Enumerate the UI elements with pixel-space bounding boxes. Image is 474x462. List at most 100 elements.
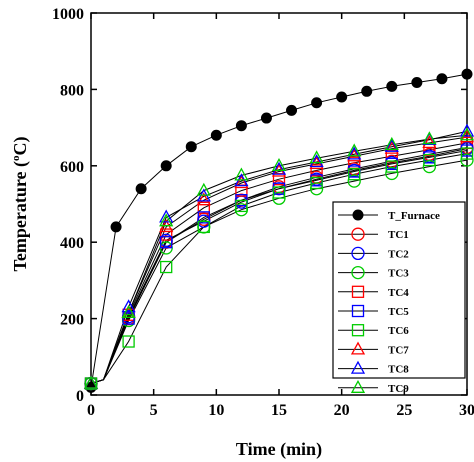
data-point-tc9	[422, 131, 437, 145]
x-tick-label: 25	[396, 402, 412, 419]
data-point-tc5	[122, 312, 135, 325]
data-point-tc6	[122, 335, 135, 348]
data-point-tc9	[234, 167, 249, 181]
y-axis-title-unit: C)	[10, 137, 31, 156]
series-markers	[83, 68, 474, 393]
data-point-t-furnace	[160, 160, 172, 172]
data-point-tc6	[348, 168, 361, 181]
data-point-t-furnace	[235, 120, 247, 132]
data-point-tc8	[159, 209, 174, 223]
legend-marker-tc8	[350, 360, 366, 374]
data-point-tc6	[385, 160, 398, 173]
x-tick-label: 30	[459, 402, 474, 419]
legend-label-tc2: TC2	[388, 248, 409, 260]
legend-marker-tc9	[350, 379, 366, 393]
data-point-tc9	[83, 375, 99, 389]
legend-label-tc8: TC8	[388, 364, 409, 376]
data-point-tc8	[271, 161, 287, 175]
y-tick-label: 800	[60, 82, 84, 99]
y-axis-title-main: Temperature	[10, 171, 30, 271]
data-point-tc3	[460, 153, 474, 167]
y-tick-label: 600	[60, 159, 84, 176]
legend: T_Furnace TC1 TC2 TC3 TC4 TC5 TC6 TC7 TC8 TC9	[332, 201, 466, 395]
data-point-tc6	[310, 176, 323, 190]
x-tick-label: 20	[334, 402, 350, 419]
data-point-t-furnace	[461, 68, 473, 80]
series-line-tc6	[90, 153, 468, 384]
legend-marker-tc3	[351, 265, 365, 280]
data-point-tc9	[159, 213, 174, 227]
x-tick-label: 10	[208, 402, 224, 419]
data-point-tc9	[309, 150, 324, 164]
legend-marker-tc5	[351, 304, 365, 318]
series-line-t-furnace	[90, 73, 468, 388]
legend-marker-t-furnace	[352, 209, 364, 221]
series-line-tc8	[90, 130, 468, 384]
data-point-tc4	[310, 164, 323, 177]
data-point-tc9	[121, 305, 136, 319]
data-point-tc9	[459, 127, 474, 141]
y-tick-label: 1000	[52, 6, 84, 23]
y-axis-title-degree-sup: o	[10, 155, 22, 161]
data-point-tc8	[121, 299, 136, 313]
y-axis-title-open-paren: (	[10, 161, 31, 172]
data-point-t-furnace	[336, 91, 348, 103]
legend-label-tc6: TC6	[388, 325, 409, 337]
legend-label-tc4: TC4	[388, 287, 409, 299]
data-point-t-furnace	[110, 221, 122, 233]
data-point-tc6	[197, 220, 210, 234]
legend-label-t-furnace: T_Furnace	[388, 210, 440, 222]
y-tick-label: 400	[60, 235, 84, 252]
data-point-tc3	[347, 174, 361, 188]
data-point-tc8	[347, 146, 362, 160]
y-tick-label: 0	[76, 388, 84, 405]
data-point-tc7	[196, 192, 211, 206]
data-point-t-furnace	[185, 141, 197, 153]
legend-label-tc7: TC7	[388, 344, 409, 356]
y-tick-label: 200	[60, 312, 84, 329]
data-point-tc5	[197, 211, 210, 224]
data-point-tc9	[271, 157, 287, 171]
data-point-t-furnace	[135, 183, 147, 195]
data-point-tc9	[384, 136, 399, 150]
legend-label-tc5: TC5	[388, 306, 409, 318]
data-point-tc9	[347, 143, 362, 157]
data-point-tc6	[423, 153, 436, 167]
data-point-t-furnace	[210, 129, 222, 141]
legend-label-tc9: TC9	[388, 383, 409, 395]
x-tick-label: 0	[87, 402, 95, 419]
data-point-tc7	[422, 135, 437, 149]
data-point-tc9	[196, 182, 211, 196]
data-point-t-furnace	[286, 104, 298, 116]
legend-label-tc3: TC3	[388, 268, 409, 280]
legend-marker-tc4	[351, 285, 365, 298]
x-tick-label: 15	[271, 402, 287, 419]
axes: 0 5 10 15 20 25 30 0 200 400 600 800 1000	[52, 6, 474, 419]
data-point-tc8	[459, 123, 474, 137]
data-point-tc8	[384, 138, 399, 152]
data-point-tc6	[160, 260, 173, 274]
data-point-t-furnace	[411, 77, 423, 89]
y-axis-title: Temperature (oC)	[10, 137, 31, 272]
data-point-tc6	[460, 147, 474, 160]
data-point-t-furnace	[386, 80, 398, 92]
legend-marker-tc7	[350, 341, 366, 355]
data-point-tc7	[234, 175, 249, 189]
legend-marker-tc6	[351, 324, 365, 337]
data-point-tc3	[385, 166, 399, 181]
x-tick-label: 5	[150, 402, 158, 419]
data-point-t-furnace	[361, 85, 373, 97]
data-point-t-furnace	[436, 73, 448, 85]
data-point-tc5	[160, 236, 173, 249]
data-point-tc3	[422, 159, 437, 174]
x-axis-title: Time (min)	[236, 439, 322, 460]
data-point-tc4	[197, 201, 210, 214]
data-point-tc6	[235, 199, 248, 213]
data-point-tc7	[384, 140, 399, 154]
legend-label-tc1: TC1	[388, 229, 409, 241]
data-point-t-furnace	[260, 112, 272, 124]
data-point-tc4	[160, 228, 173, 241]
legend-marker-tc2	[351, 246, 365, 261]
data-point-tc8	[309, 154, 324, 168]
